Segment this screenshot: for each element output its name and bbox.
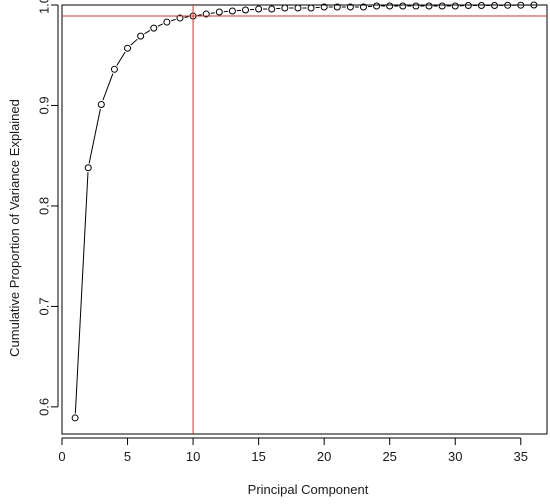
x-tick-label: 15 xyxy=(251,449,265,464)
data-point xyxy=(110,65,118,73)
data-point xyxy=(163,18,171,26)
data-point xyxy=(268,5,276,13)
series-line-segment xyxy=(130,38,138,46)
x-tick-label: 5 xyxy=(124,449,131,464)
data-point xyxy=(491,2,499,10)
y-tick-label: 0.6 xyxy=(37,398,52,416)
data-point xyxy=(359,3,367,11)
data-point xyxy=(294,4,302,12)
data-point xyxy=(255,5,263,13)
data-point xyxy=(333,3,341,11)
data-point xyxy=(97,100,105,108)
y-tick-label: 0.8 xyxy=(37,197,52,215)
data-point xyxy=(176,14,184,22)
data-point xyxy=(228,7,236,15)
data-point xyxy=(84,164,92,172)
series-line-segment xyxy=(171,18,176,22)
series-line-segment xyxy=(184,16,189,18)
series-line-segment xyxy=(157,23,163,27)
y-tick-label: 0.9 xyxy=(37,96,52,114)
data-point xyxy=(386,2,394,10)
y-tick-label: 0.7 xyxy=(37,297,52,315)
plot-frame xyxy=(61,4,548,435)
data-point xyxy=(477,2,485,10)
x-axis-title: Principal Component xyxy=(248,482,369,497)
data-point xyxy=(504,1,512,9)
x-tick-label: 35 xyxy=(514,449,528,464)
x-tick-label: 25 xyxy=(382,449,396,464)
data-point xyxy=(412,2,420,10)
data-point xyxy=(71,414,79,422)
data-point xyxy=(464,2,472,10)
data-point xyxy=(346,3,354,11)
data-point xyxy=(307,4,315,12)
plot-area: 0 5 10 15 20 25 30 35 0.6 0.7 0.8 0.9 1.0 xyxy=(37,0,548,464)
series-line-segment xyxy=(88,108,101,164)
data-point xyxy=(215,8,223,16)
series-line-segment xyxy=(210,12,215,14)
data-point xyxy=(202,10,210,18)
x-tick-label: 10 xyxy=(186,449,200,464)
x-tick-label: 30 xyxy=(448,449,462,464)
series-line-segment xyxy=(74,172,89,414)
data-point xyxy=(373,2,381,10)
data-point xyxy=(399,2,407,10)
x-tick-label: 0 xyxy=(58,449,65,464)
data-point xyxy=(124,44,132,52)
data-point xyxy=(451,2,459,10)
series-line-segment xyxy=(102,73,114,101)
series-line-segment xyxy=(197,14,202,16)
data-point xyxy=(320,3,328,11)
y-axis-title: Cumulative Proportion of Variance Explai… xyxy=(7,99,22,357)
y-tick-label: 1.0 xyxy=(37,0,52,14)
data-point xyxy=(425,2,433,10)
data-point xyxy=(137,32,145,40)
data-point xyxy=(150,24,158,32)
series-line-segment xyxy=(116,51,126,66)
data-point xyxy=(517,1,525,9)
data-point xyxy=(530,1,538,9)
data-point xyxy=(281,4,289,12)
series-line-segment xyxy=(144,30,151,35)
data-point xyxy=(242,6,250,14)
x-tick-label: 20 xyxy=(317,449,331,464)
data-point xyxy=(438,2,446,10)
